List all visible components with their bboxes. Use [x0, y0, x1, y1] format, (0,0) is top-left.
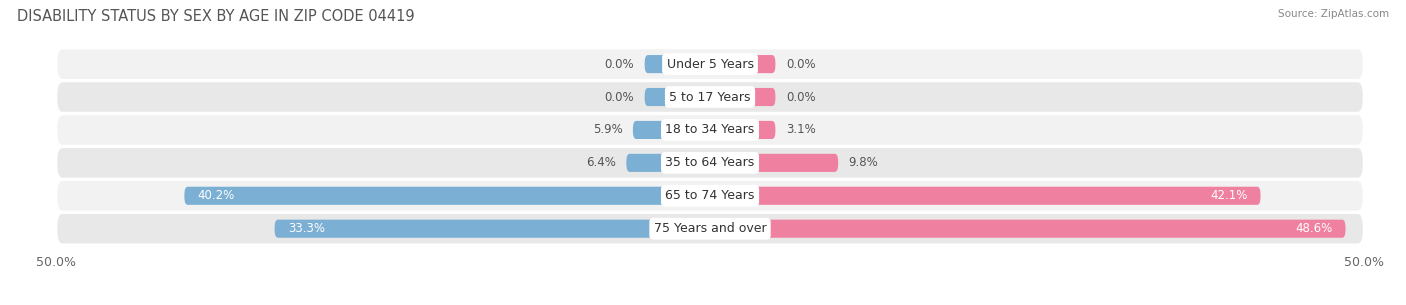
Text: 75 Years and over: 75 Years and over — [654, 222, 766, 235]
FancyBboxPatch shape — [710, 154, 838, 172]
FancyBboxPatch shape — [710, 88, 776, 106]
Text: 0.0%: 0.0% — [605, 91, 634, 103]
Text: 33.3%: 33.3% — [288, 222, 325, 235]
Text: 3.1%: 3.1% — [786, 124, 815, 136]
Text: DISABILITY STATUS BY SEX BY AGE IN ZIP CODE 04419: DISABILITY STATUS BY SEX BY AGE IN ZIP C… — [17, 9, 415, 24]
Text: 5.9%: 5.9% — [593, 124, 623, 136]
Text: 0.0%: 0.0% — [786, 58, 815, 70]
Text: 35 to 64 Years: 35 to 64 Years — [665, 156, 755, 169]
FancyBboxPatch shape — [56, 114, 1364, 146]
FancyBboxPatch shape — [56, 213, 1364, 245]
FancyBboxPatch shape — [710, 121, 776, 139]
FancyBboxPatch shape — [56, 81, 1364, 113]
Text: 65 to 74 Years: 65 to 74 Years — [665, 189, 755, 202]
FancyBboxPatch shape — [710, 220, 1346, 238]
FancyBboxPatch shape — [274, 220, 710, 238]
FancyBboxPatch shape — [184, 187, 710, 205]
FancyBboxPatch shape — [644, 55, 710, 73]
Text: Under 5 Years: Under 5 Years — [666, 58, 754, 70]
FancyBboxPatch shape — [56, 48, 1364, 80]
Text: 18 to 34 Years: 18 to 34 Years — [665, 124, 755, 136]
Text: 5 to 17 Years: 5 to 17 Years — [669, 91, 751, 103]
Text: 48.6%: 48.6% — [1295, 222, 1333, 235]
Text: 9.8%: 9.8% — [849, 156, 879, 169]
Text: 0.0%: 0.0% — [786, 91, 815, 103]
Text: 6.4%: 6.4% — [586, 156, 616, 169]
Text: 40.2%: 40.2% — [197, 189, 235, 202]
Text: 42.1%: 42.1% — [1211, 189, 1247, 202]
FancyBboxPatch shape — [644, 88, 710, 106]
Text: Source: ZipAtlas.com: Source: ZipAtlas.com — [1278, 9, 1389, 19]
FancyBboxPatch shape — [626, 154, 710, 172]
FancyBboxPatch shape — [56, 147, 1364, 179]
Text: 0.0%: 0.0% — [605, 58, 634, 70]
FancyBboxPatch shape — [56, 180, 1364, 212]
FancyBboxPatch shape — [633, 121, 710, 139]
FancyBboxPatch shape — [710, 55, 776, 73]
FancyBboxPatch shape — [710, 187, 1261, 205]
